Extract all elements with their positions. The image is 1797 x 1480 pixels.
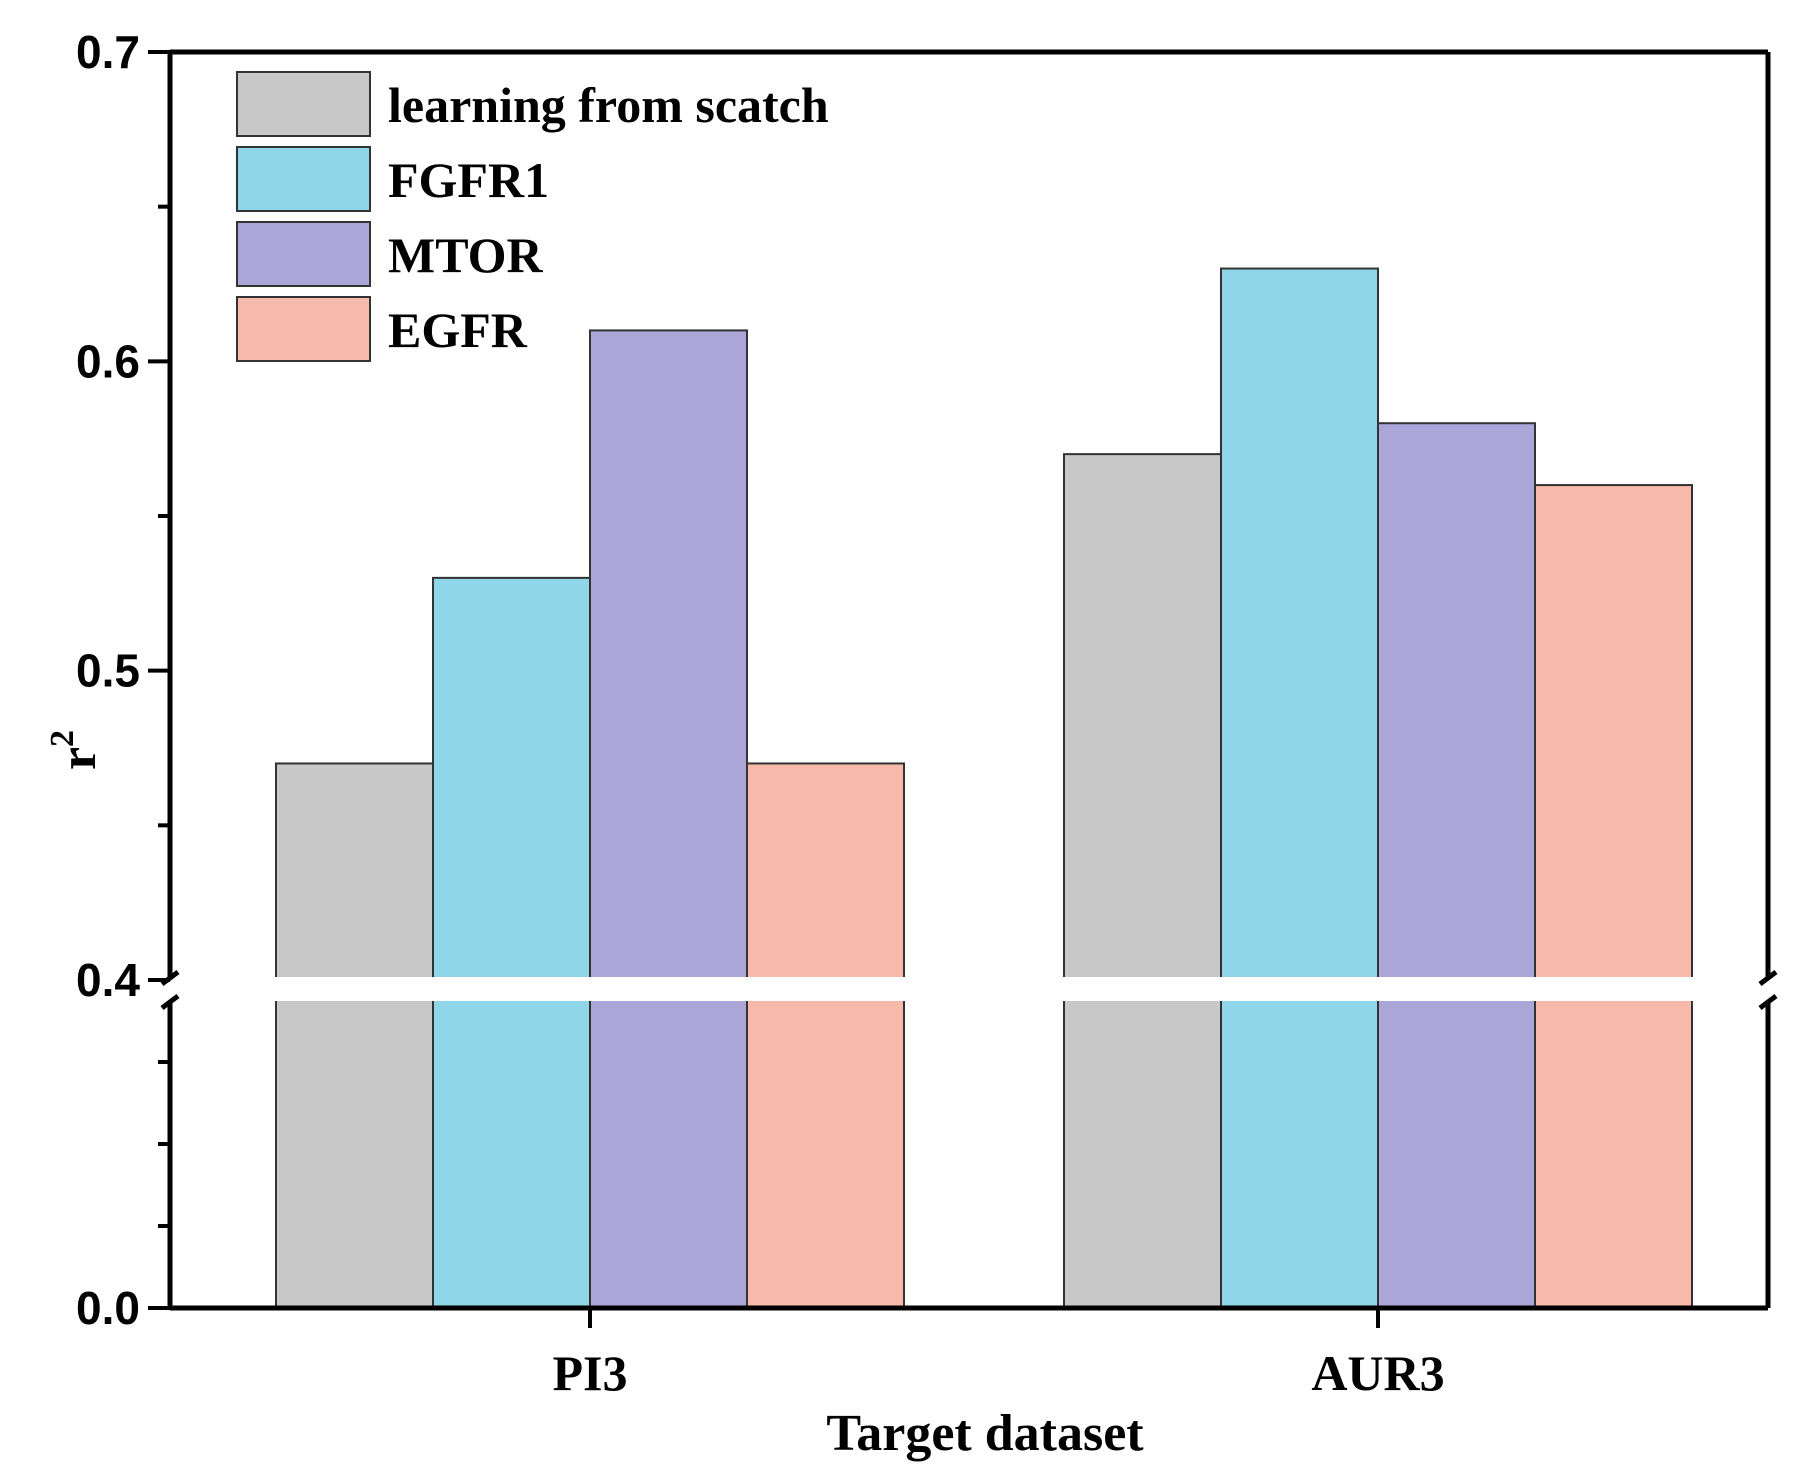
bar-aur3-1 [1063,453,1222,1309]
y-tick-label-0-4: 0.4 [76,954,140,1006]
x-axis-title: Target dataset [826,1405,1144,1462]
legend-label-1: learning from scatch [388,77,829,133]
legend: learning from scatch FGFR1 MTOR EGFR [236,71,829,362]
y-axis-title: r2 [44,730,107,770]
legend-label-4: EGFR [388,302,528,358]
bar-aur3-2 [1220,267,1379,1309]
y-tick-label-0-6: 0.6 [76,335,140,387]
legend-swatch-3 [236,221,371,287]
legend-swatch-1 [236,71,371,137]
bar-pi3-1 [275,762,434,1309]
bar-pi3-2 [432,576,591,1309]
right-axis-break-mark-top [1758,970,1778,986]
x-tick-label-aur3: AUR3 [1311,1345,1444,1401]
y-tick-label-0-5: 0.5 [76,645,140,697]
y-axis-title-base: r [50,747,107,770]
bar-aur3-4 [1534,484,1693,1310]
legend-label-3: MTOR [388,227,544,283]
y-tick-label-0-0: 0.0 [76,1282,140,1334]
legend-label-2: FGFR1 [388,152,549,208]
labels-group: Target dataset r2 0.4 0.5 0.6 0.7 0.0 PI3 AUR3 [44,26,1445,1462]
axis-break-gap [162,977,1776,1001]
y-tick-label-0-7: 0.7 [76,26,140,78]
legend-swatch-4 [236,296,371,362]
y-axis-break-mark-bottom [160,994,180,1010]
bar-aur3-3 [1377,422,1536,1309]
y-axis-title-superscript: 2 [44,730,81,747]
bar-pi3-3 [589,329,748,1309]
right-axis-break-mark-bottom [1758,994,1778,1010]
ticks-group [148,50,1380,1328]
bars-group [275,267,1693,1310]
legend-swatch-2 [236,146,371,212]
bar-pi3-4 [746,762,905,1309]
x-tick-label-pi3: PI3 [553,1345,628,1401]
